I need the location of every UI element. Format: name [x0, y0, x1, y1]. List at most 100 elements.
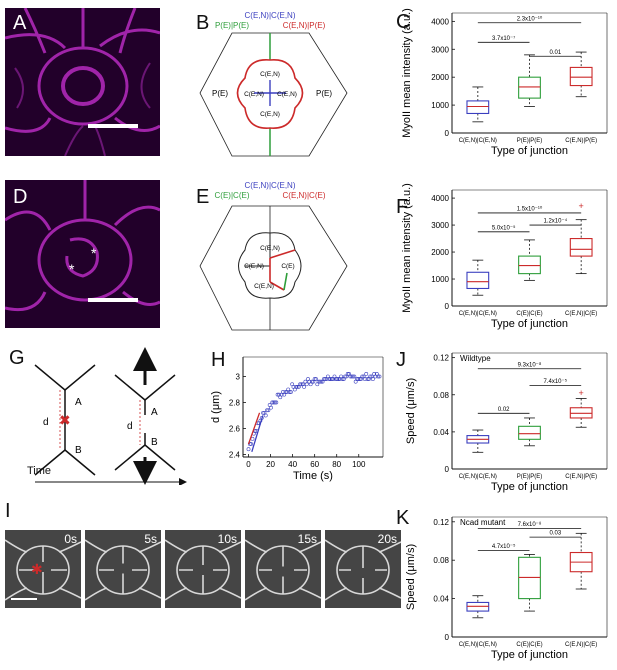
scale-bar-a: [88, 124, 138, 128]
y-tick-label-3: 0.12: [433, 354, 449, 363]
data-point: [275, 392, 280, 397]
data-point: [363, 377, 367, 381]
panel-label-i: I: [5, 500, 11, 522]
panel-b-diagram: B C(E,N)|C(E,N) P(E)|P(E) C(E,N)|P(E) C(…: [192, 8, 352, 158]
data-point: [314, 377, 318, 381]
data-point: [261, 410, 265, 415]
y-tick-label-2: 2000: [431, 73, 449, 82]
chart-title: Wildtype: [460, 354, 491, 363]
data-point: [323, 377, 328, 381]
cell-e-2: C(E,N): [254, 283, 274, 290]
y-tick-label-2: 2000: [431, 248, 449, 257]
fit-line-1: [251, 415, 264, 452]
data-point: [263, 413, 268, 418]
diagram-b: C(E,N)|C(E,N) P(E)|P(E) C(E,N)|P(E) C(E,…: [199, 11, 348, 157]
data-point: [322, 377, 326, 381]
fit-line-0: [247, 412, 261, 445]
y-axis-label: d (μm): [210, 391, 222, 423]
x-tick-label-0: 0: [246, 460, 251, 469]
sig-label-2: 0.03: [549, 531, 561, 537]
cell-b-2: C(E,N): [277, 91, 297, 98]
cell-b-5: P(E): [316, 89, 332, 98]
box-1: [518, 255, 541, 275]
data-point: [345, 371, 350, 376]
data-point: [333, 377, 338, 381]
data-point: [316, 379, 321, 384]
g-label-d1: d: [43, 417, 49, 428]
y-tick-label-1: 2.6: [229, 424, 241, 433]
asterisk-2: *: [69, 261, 75, 277]
g-label-a: A: [75, 397, 82, 408]
data-point: [271, 400, 276, 405]
data-point: [294, 384, 299, 389]
x-tick-label-2: C(E,N)|C(E): [565, 311, 597, 317]
panel-label-k: K: [396, 507, 410, 529]
x-tick-label-2: 40: [288, 460, 297, 469]
x-axis-label: Type of junction: [491, 481, 568, 493]
data-point: [351, 374, 355, 379]
x-tick-label-3: 60: [310, 460, 319, 469]
panel-label-j: J: [396, 349, 406, 371]
data-point: [283, 390, 288, 394]
data-point: [377, 374, 382, 379]
chart-c: 0 1000 2000 3000 4000 C(E,N)|C(E,N) P(E)|P(E) C…: [401, 8, 608, 157]
frame-time-label-4: 20s: [377, 532, 397, 546]
panel-label-g: G: [9, 347, 25, 369]
panel-h-chart: H 0 20 40 60 80 100 2.4 2.6 2.8 3 d (μm) Time (s): [205, 345, 390, 490]
frame-time-label-1: 5s: [144, 532, 157, 546]
g-label-b: B: [75, 445, 82, 456]
g-label-b2: B: [151, 437, 158, 448]
y-tick-label-4: 4000: [431, 194, 449, 203]
data-point: [273, 400, 277, 405]
panel-e-diagram: E C(E,N)|C(E,N) C(E)|C(E) C(E,N)|C(E) C(…: [192, 178, 352, 333]
diagram-g: ✖ A B d A B d: [34, 347, 187, 486]
data-point: [343, 374, 347, 379]
sig-label-1: 4.7x10⁻⁵: [492, 543, 516, 550]
x-tick-label-0: C(E,N)|C(E,N): [459, 474, 497, 480]
panel-i-timelapse: I ✱ 0s 5s 10s: [5, 500, 405, 615]
y-tick-label-1: 1000: [431, 101, 449, 110]
ablation-marker: ✱: [31, 561, 43, 577]
y-axis-label: Speed (μm/s): [405, 544, 417, 610]
data-point: [352, 374, 357, 379]
timelapse-frame-2: 10s: [165, 530, 241, 608]
panel-label-b: B: [196, 12, 210, 34]
data-point: [288, 390, 293, 394]
legend-e-0: C(E,N)|C(E,N): [245, 181, 296, 190]
sig-label-0: 7.6x10⁻⁸: [518, 521, 542, 528]
x-tick-label-5: 100: [352, 460, 366, 469]
chart-k: 0 0.04 0.08 0.12 C(E,N)|C(E,N) C(E)|C(E) C(E,N…: [405, 516, 608, 661]
data-point: [328, 377, 333, 381]
data-point: [249, 442, 254, 446]
y-tick-label-1: 0.04: [433, 595, 449, 604]
cell-b-4: P(E): [212, 89, 228, 98]
y-tick-label-0: 0: [445, 465, 450, 474]
x-axis-label: Type of junction: [491, 145, 568, 157]
scale-bar-i: [11, 598, 37, 600]
data-point: [329, 377, 334, 381]
x-tick-label-1: C(E)|C(E): [516, 642, 542, 648]
x-axis-label: Type of junction: [491, 649, 568, 661]
data-point: [376, 374, 381, 379]
x-tick-label-0: C(E,N)|C(E,N): [459, 311, 497, 317]
data-point: [310, 379, 314, 384]
frame-time-label-0: 0s: [64, 532, 77, 546]
data-point: [340, 377, 345, 381]
data-point: [348, 374, 353, 379]
panel-c-chart: C 0 1000 2000 3000 4000 C(E,N)|C(E,N) P(E)|P(E…: [390, 5, 615, 165]
legend-b-2: C(E,N)|P(E): [283, 21, 326, 30]
outlier-0: +: [579, 388, 584, 398]
sig-label-1: 3.7x10⁻⁷: [492, 35, 515, 42]
timelapse-frame-0: ✱ 0s: [5, 530, 81, 608]
panel-label-a: A: [13, 12, 27, 34]
sig-label-0: 1.5x10⁻¹⁰: [517, 205, 543, 212]
x-axis-label: Time (s): [293, 470, 333, 482]
data-point: [266, 408, 271, 413]
chart-h: 0 20 40 60 80 100 2.4 2.6 2.8 3 d (μm) Time (s): [210, 356, 384, 482]
data-point: [368, 374, 373, 379]
g-label-d2: d: [127, 421, 133, 432]
panel-label-e: E: [196, 186, 210, 208]
data-point: [349, 374, 354, 379]
g-label-a2: A: [151, 407, 158, 418]
g-cross: ✖: [59, 412, 71, 428]
